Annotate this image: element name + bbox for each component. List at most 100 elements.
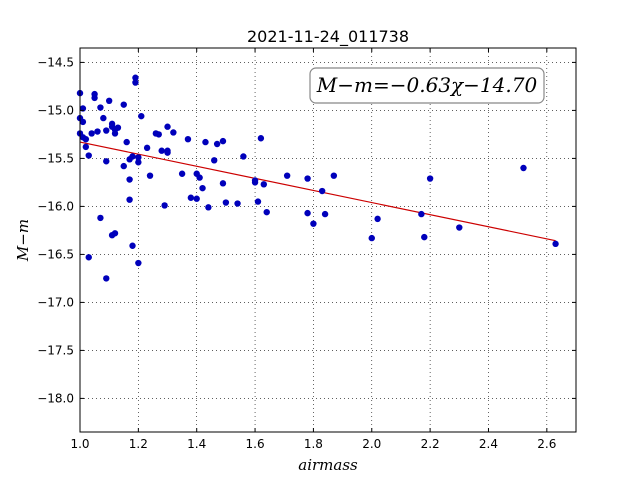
data-point bbox=[126, 176, 133, 183]
data-point bbox=[456, 224, 463, 231]
data-point bbox=[240, 153, 247, 160]
x-tick-label: 1.6 bbox=[246, 437, 265, 451]
data-point bbox=[105, 97, 113, 105]
data-points bbox=[76, 74, 559, 282]
data-point bbox=[103, 275, 110, 282]
data-point bbox=[85, 152, 92, 159]
y-tick-label: −14.5 bbox=[37, 55, 74, 69]
data-point bbox=[552, 240, 559, 248]
data-point bbox=[263, 208, 270, 216]
x-tick-label: 2.0 bbox=[362, 437, 381, 451]
data-point bbox=[187, 194, 195, 201]
data-point bbox=[213, 140, 221, 148]
data-point bbox=[178, 170, 186, 177]
data-point bbox=[85, 254, 92, 261]
data-point bbox=[520, 164, 527, 172]
x-tick-label: 1.0 bbox=[70, 437, 89, 451]
x-axis-label: airmass bbox=[298, 456, 358, 474]
data-point bbox=[120, 101, 127, 108]
grid bbox=[79, 48, 576, 432]
data-point bbox=[184, 136, 192, 143]
data-point bbox=[135, 259, 142, 267]
fit-line bbox=[79, 141, 556, 242]
data-point bbox=[421, 233, 428, 241]
data-point bbox=[100, 114, 107, 122]
data-point bbox=[202, 138, 209, 146]
y-axis-label: M−m bbox=[14, 219, 32, 262]
x-tick-label: 2.4 bbox=[479, 437, 498, 451]
data-point bbox=[330, 172, 338, 179]
y-tick-label: −15.0 bbox=[37, 103, 74, 117]
data-point bbox=[374, 215, 381, 223]
data-point bbox=[161, 202, 168, 209]
data-point bbox=[304, 175, 311, 182]
fit-layer bbox=[79, 141, 556, 242]
y-tick-label: −16.0 bbox=[37, 199, 74, 213]
y-tick-label: −18.0 bbox=[37, 391, 74, 405]
data-point bbox=[79, 118, 87, 126]
data-point bbox=[426, 175, 434, 182]
chart-title: 2021-11-24_011738 bbox=[247, 27, 409, 47]
data-point bbox=[135, 159, 142, 166]
data-point bbox=[205, 204, 212, 211]
data-point bbox=[97, 214, 104, 222]
data-point bbox=[310, 220, 317, 227]
data-point bbox=[260, 181, 268, 188]
data-point bbox=[170, 129, 177, 136]
data-point bbox=[111, 130, 119, 137]
data-point bbox=[146, 172, 154, 179]
data-point bbox=[196, 174, 203, 181]
x-tick-label: 2.2 bbox=[421, 437, 440, 451]
axis-ticks: 1.0 1.2 1.4 1.6 1.8 2.0 2.2 2.4 2.6 −14.5 −15.0 −15… bbox=[37, 48, 576, 451]
data-point bbox=[123, 138, 130, 146]
data-point bbox=[283, 172, 291, 179]
data-point bbox=[164, 147, 171, 154]
data-point bbox=[132, 74, 139, 81]
data-point bbox=[193, 195, 200, 202]
data-point bbox=[138, 112, 145, 120]
y-tick-label: −16.5 bbox=[37, 247, 74, 261]
data-point bbox=[199, 184, 206, 192]
data-point bbox=[234, 200, 241, 207]
plot-frame bbox=[79, 47, 577, 433]
data-point bbox=[211, 157, 218, 164]
y-tick-label: −17.5 bbox=[37, 343, 74, 357]
data-point bbox=[82, 143, 90, 151]
data-point bbox=[251, 179, 259, 186]
data-point bbox=[318, 187, 326, 195]
data-point bbox=[155, 131, 162, 138]
x-tick-label: 1.8 bbox=[304, 437, 323, 451]
data-point bbox=[219, 137, 227, 145]
x-tick-label: 2.6 bbox=[537, 437, 556, 451]
data-point bbox=[257, 135, 265, 142]
data-point bbox=[82, 136, 90, 143]
data-point bbox=[120, 162, 127, 170]
data-point bbox=[94, 128, 101, 135]
data-point bbox=[164, 123, 171, 130]
data-point bbox=[88, 130, 95, 137]
x-tick-label: 1.2 bbox=[129, 437, 148, 451]
data-point bbox=[126, 196, 133, 203]
data-point bbox=[103, 127, 110, 134]
data-point bbox=[158, 147, 165, 154]
data-point bbox=[103, 158, 110, 165]
y-tick-label: −17.0 bbox=[37, 295, 74, 309]
fit-legend-box: M−m=−0.63χ−14.70 bbox=[309, 67, 545, 104]
data-point bbox=[418, 210, 425, 218]
data-point bbox=[114, 124, 122, 131]
y-tick-label: −15.5 bbox=[37, 151, 74, 165]
data-point bbox=[111, 230, 119, 237]
data-point bbox=[91, 94, 98, 102]
data-point bbox=[304, 209, 311, 217]
data-point bbox=[132, 79, 139, 86]
data-point bbox=[321, 210, 329, 218]
x-tick-label: 1.4 bbox=[187, 437, 206, 451]
data-point bbox=[135, 154, 142, 161]
data-point bbox=[129, 153, 136, 160]
fit-equation: M−m=−0.63χ−14.70 bbox=[316, 73, 538, 97]
data-point bbox=[97, 104, 104, 111]
data-point bbox=[143, 144, 151, 152]
legend-box bbox=[309, 67, 545, 104]
data-point bbox=[368, 234, 375, 242]
